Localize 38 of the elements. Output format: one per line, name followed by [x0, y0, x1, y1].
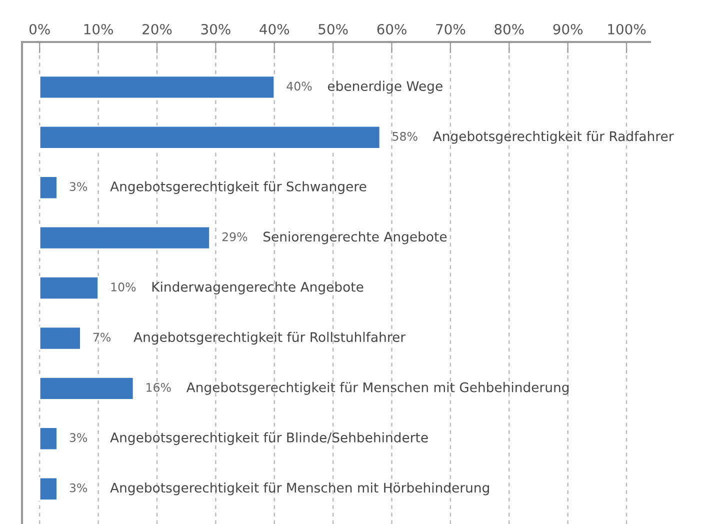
y-tick-label: Angebotsgerechtigkeit für Menschen mit Hörbehinderung: [110, 482, 489, 496]
data-label: 10%: [111, 282, 136, 292]
x-tick-label: 40%: [260, 24, 290, 34]
data-label: 3%: [70, 483, 88, 492]
bar: [38, 376, 134, 400]
data-label: 7%: [93, 332, 111, 342]
data-label: 40%: [286, 82, 312, 91]
data-label: 29%: [222, 232, 248, 242]
y-tick-label: Angebotsgerechtigkeit für Rollstuhlfahrer: [134, 332, 406, 345]
y-tick-label: Angebotsgerechtigkeit für Schwangere: [110, 181, 366, 194]
data-label: 16%: [146, 382, 171, 392]
x-tick-label: 20%: [142, 24, 172, 34]
y-tick-label: Angebotsgerechtigkeit für Radfahrer: [432, 131, 674, 144]
bar: [38, 326, 82, 350]
bar: [38, 176, 58, 200]
x-tick-label: 90%: [553, 24, 582, 34]
data-label: 58%: [392, 132, 418, 141]
x-tick-label: 0%: [30, 24, 50, 34]
bar: [38, 476, 58, 501]
bar: [38, 125, 381, 150]
y-tick-label: Kinderwagengerechte Angebote: [152, 282, 364, 294]
x-tick-label: 60%: [377, 24, 406, 34]
data-label: 3%: [70, 182, 88, 192]
y-tick-label: ebenerdige Wege: [328, 80, 442, 94]
x-tick-label: 30%: [201, 24, 230, 34]
x-tick-label: 50%: [318, 24, 348, 34]
data-label: 3%: [70, 433, 88, 442]
bar: [38, 75, 276, 100]
y-tick-label: Seniorengerechte Angebote: [264, 231, 447, 244]
x-tick-label: 10%: [84, 24, 113, 34]
bar: [38, 426, 58, 451]
bar: [38, 276, 99, 300]
y-tick-label: Angebotsgerechtigkeit für Blinde/Sehbehinderte: [110, 432, 428, 446]
x-tick-label: 80%: [494, 24, 524, 34]
x-tick-label: 100%: [608, 24, 646, 34]
bar: [38, 226, 211, 250]
y-tick-label: Angebotsgerechtigkeit für Menschen mit Gehbehinderung: [186, 382, 569, 395]
x-tick-label: 70%: [436, 24, 466, 34]
